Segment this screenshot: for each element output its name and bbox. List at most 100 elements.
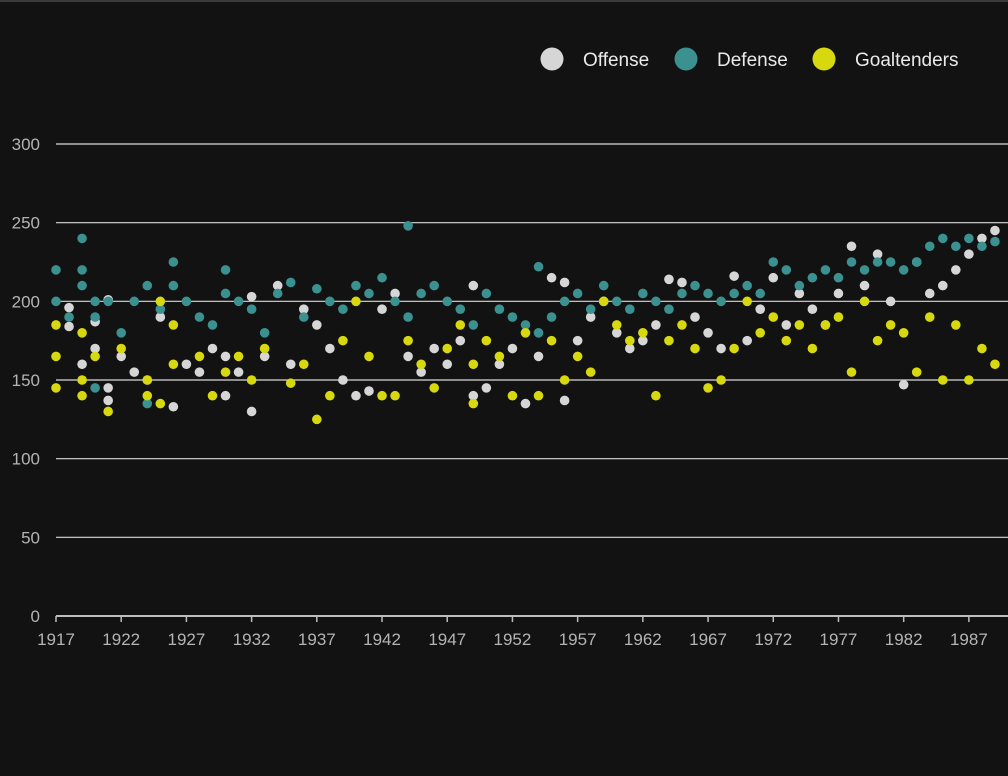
data-point-goaltenders [572,351,583,362]
data-point-goaltenders [703,383,713,393]
data-point-offense [312,320,322,330]
data-point-goaltenders [625,335,635,346]
data-point-defense [585,304,596,315]
data-point-offense [168,401,179,412]
data-point-defense [168,280,179,291]
data-point-offense [259,351,270,362]
data-point-defense [533,261,544,272]
y-tick-label: 0 [31,607,40,626]
data-point-offense [794,288,805,299]
data-point-defense [142,280,153,291]
data-point-defense [872,257,883,267]
data-point-offense [742,335,752,346]
legend-marker-offense [540,47,564,71]
data-point-offense [351,390,361,401]
data-point-offense [233,367,244,377]
data-point-offense [755,304,766,315]
data-point-defense [416,288,426,299]
data-point-goaltenders [924,312,935,322]
data-point-offense [181,359,192,370]
data-point-goaltenders [677,320,687,330]
data-point-offense [625,343,635,354]
data-point-offense [546,272,557,283]
data-point-goaltenders [768,312,779,322]
data-point-offense [103,395,113,406]
data-point-offense [716,343,726,354]
data-point-goaltenders [442,343,453,354]
data-point-offense [937,280,948,291]
data-point-goaltenders [246,375,257,385]
data-point-offense [481,383,492,393]
data-point-offense [585,312,596,322]
legend-marker-defense [674,47,698,71]
data-point-offense [220,390,231,401]
data-point-defense [911,257,922,267]
data-point-offense [468,390,479,401]
data-point-defense [859,265,870,275]
data-point-defense [338,304,348,315]
data-point-defense [651,296,661,307]
data-point-defense [312,283,322,294]
data-point-offense [64,302,74,313]
data-point-defense [703,288,713,299]
x-tick-label: 1972 [754,630,792,649]
data-point-offense [207,343,218,354]
legend-label-goaltenders: Goaltenders [855,50,959,71]
data-point-defense [520,320,531,330]
data-point-offense [103,383,113,393]
data-point-offense [272,280,283,291]
data-point-defense [429,280,439,291]
x-tick-label: 1967 [689,630,727,649]
data-point-defense [51,296,61,307]
data-point-defense [116,328,127,338]
data-point-goaltenders [168,359,179,370]
data-point-offense [129,367,140,377]
x-tick-label: 1982 [885,630,923,649]
data-point-goaltenders [872,335,883,346]
data-point-offense [390,288,400,299]
data-point-goaltenders [598,296,609,307]
data-point-goaltenders [820,320,831,330]
data-point-defense [533,328,544,338]
data-point-defense [455,304,466,315]
data-point-offense [898,379,909,390]
data-point-defense [990,236,1000,247]
data-point-goaltenders [755,328,766,338]
data-point-goaltenders [77,390,87,401]
data-point-offense [298,304,309,315]
data-point-defense [664,304,674,315]
data-point-offense [220,351,231,362]
data-point-offense [951,265,961,275]
data-point-offense [77,359,87,370]
data-point-offense [807,304,818,315]
data-point-offense [325,343,335,354]
data-point-goaltenders [351,296,361,307]
data-point-offense [90,343,100,354]
data-point-offense [977,233,987,244]
data-point-offense [155,312,166,322]
data-point-defense [103,296,113,307]
y-tick-label: 300 [12,135,40,154]
data-point-goaltenders [51,320,61,330]
data-point-goaltenders [51,383,61,393]
data-point-goaltenders [964,375,974,385]
data-point-defense [625,304,635,315]
data-point-defense [181,296,192,307]
data-point-defense [951,241,961,252]
data-point-defense [259,328,270,338]
data-point-defense [937,233,948,244]
data-point-offense [872,249,883,259]
x-tick-label: 1937 [298,630,336,649]
data-point-defense [807,272,818,283]
data-point-defense [572,288,583,299]
x-tick-label: 1932 [233,630,271,649]
data-point-goaltenders [507,390,518,401]
data-point-offense [651,320,661,330]
data-point-goaltenders [898,328,909,338]
data-point-offense [703,328,713,338]
data-point-defense [729,288,739,299]
data-point-goaltenders [794,320,805,330]
data-point-goaltenders [377,390,387,401]
x-tick-label: 1927 [167,630,205,649]
